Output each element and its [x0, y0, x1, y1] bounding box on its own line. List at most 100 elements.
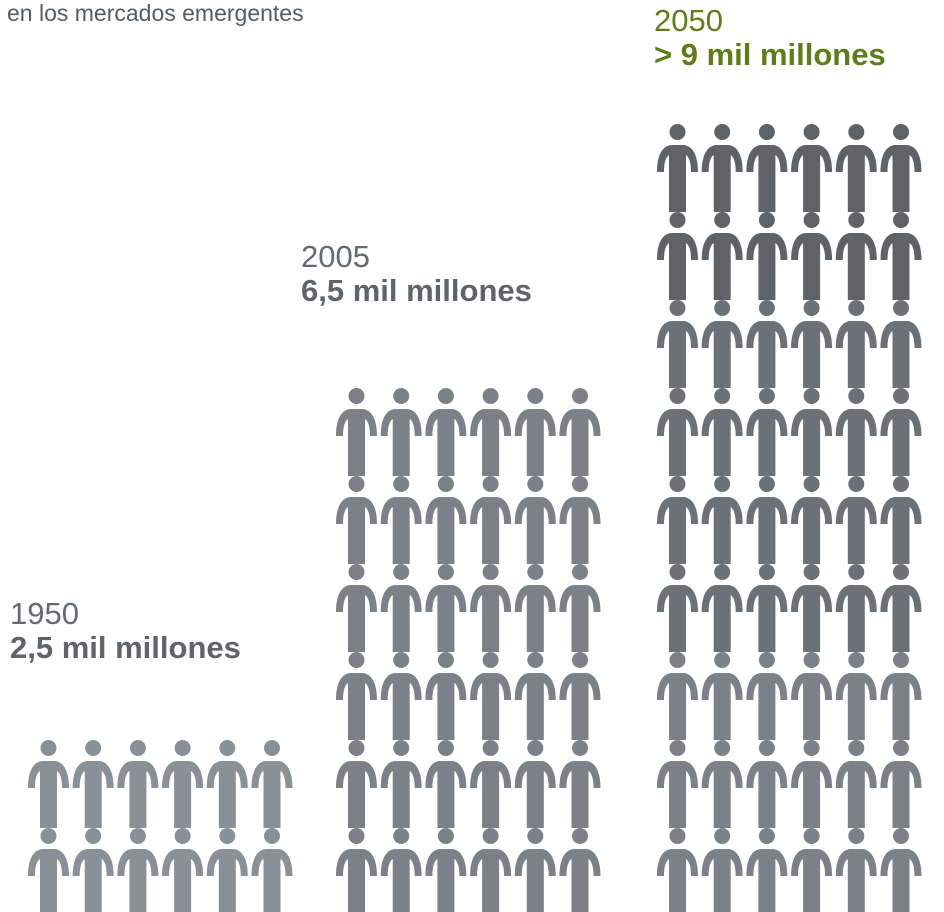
person-icon	[336, 476, 377, 564]
person-icon	[425, 388, 467, 476]
person-icon	[425, 564, 467, 652]
person-icon	[880, 740, 922, 828]
person-icon	[380, 740, 422, 828]
person-icon	[746, 740, 788, 828]
person-icon	[880, 564, 922, 652]
column-label-2050: 2050 > 9 mil millones	[654, 4, 886, 72]
column-label-2005: 2005 6,5 mil millones	[301, 240, 532, 308]
person-icon	[746, 564, 788, 652]
person-icon	[791, 564, 833, 652]
year-label-2050: 2050	[654, 3, 723, 38]
year-label-1950: 1950	[10, 596, 79, 631]
person-icon	[559, 652, 601, 740]
person-icon	[380, 564, 422, 652]
person-icon	[657, 124, 698, 212]
figure-column-2005	[336, 388, 601, 912]
person-icon	[470, 388, 512, 476]
year-label-2005: 2005	[301, 239, 370, 274]
person-icon	[28, 740, 69, 828]
person-icon	[746, 300, 788, 388]
person-icon	[657, 388, 698, 476]
person-icon	[162, 740, 204, 828]
person-icon	[251, 828, 293, 912]
person-icon	[206, 740, 248, 828]
person-icon	[657, 212, 698, 300]
person-icon	[470, 652, 512, 740]
person-icon	[162, 828, 204, 912]
person-icon	[514, 828, 556, 912]
person-icon	[835, 124, 877, 212]
person-icon	[559, 828, 601, 912]
value-label-2050: > 9 mil millones	[654, 37, 886, 72]
person-icon	[470, 828, 512, 912]
person-icon	[880, 388, 922, 476]
person-icon	[746, 828, 788, 912]
person-icon	[72, 828, 114, 912]
person-icon	[701, 740, 743, 828]
person-icon	[701, 300, 743, 388]
person-icon	[470, 564, 512, 652]
person-icon	[559, 388, 601, 476]
person-icon	[791, 476, 833, 564]
person-icon	[835, 212, 877, 300]
person-icon	[657, 652, 698, 740]
person-icon	[791, 212, 833, 300]
person-icon	[380, 476, 422, 564]
person-icon	[72, 740, 114, 828]
person-icon	[835, 300, 877, 388]
value-label-2005: 6,5 mil millones	[301, 273, 532, 308]
person-icon	[251, 740, 293, 828]
person-icon	[701, 212, 743, 300]
person-icon	[746, 652, 788, 740]
figure-column-1950	[28, 740, 293, 912]
value-label-1950: 2,5 mil millones	[10, 630, 241, 665]
person-icon	[791, 124, 833, 212]
person-icon	[835, 652, 877, 740]
person-icon	[336, 740, 377, 828]
person-icon	[701, 124, 743, 212]
person-icon	[880, 212, 922, 300]
person-icon	[380, 652, 422, 740]
person-icon	[380, 388, 422, 476]
chart-caption: en los mercados emergentes	[7, 0, 304, 26]
person-icon	[559, 476, 601, 564]
person-icon	[425, 476, 467, 564]
column-label-1950: 1950 2,5 mil millones	[10, 597, 241, 665]
person-icon	[425, 740, 467, 828]
person-icon	[835, 564, 877, 652]
person-icon	[791, 652, 833, 740]
figure-column-2050	[657, 124, 922, 912]
person-icon	[701, 652, 743, 740]
person-icon	[657, 300, 698, 388]
person-icon	[835, 828, 877, 912]
person-icon	[835, 476, 877, 564]
person-icon	[835, 740, 877, 828]
person-icon	[514, 476, 556, 564]
person-icon	[880, 124, 922, 212]
person-icon	[117, 740, 159, 828]
person-icon	[559, 564, 601, 652]
person-icon	[746, 212, 788, 300]
person-icon	[336, 564, 377, 652]
person-icon	[117, 828, 159, 912]
person-icon	[791, 740, 833, 828]
person-icon	[336, 828, 377, 912]
person-icon	[746, 124, 788, 212]
person-icon	[880, 652, 922, 740]
person-icon	[425, 828, 467, 912]
person-icon	[559, 740, 601, 828]
person-icon	[746, 388, 788, 476]
person-icon	[514, 740, 556, 828]
person-icon	[380, 828, 422, 912]
person-icon	[701, 476, 743, 564]
person-icon	[336, 388, 377, 476]
person-icon	[701, 388, 743, 476]
person-icon	[701, 564, 743, 652]
person-icon	[880, 476, 922, 564]
person-icon	[657, 564, 698, 652]
person-icon	[657, 828, 698, 912]
person-icon	[206, 828, 248, 912]
person-icon	[514, 388, 556, 476]
